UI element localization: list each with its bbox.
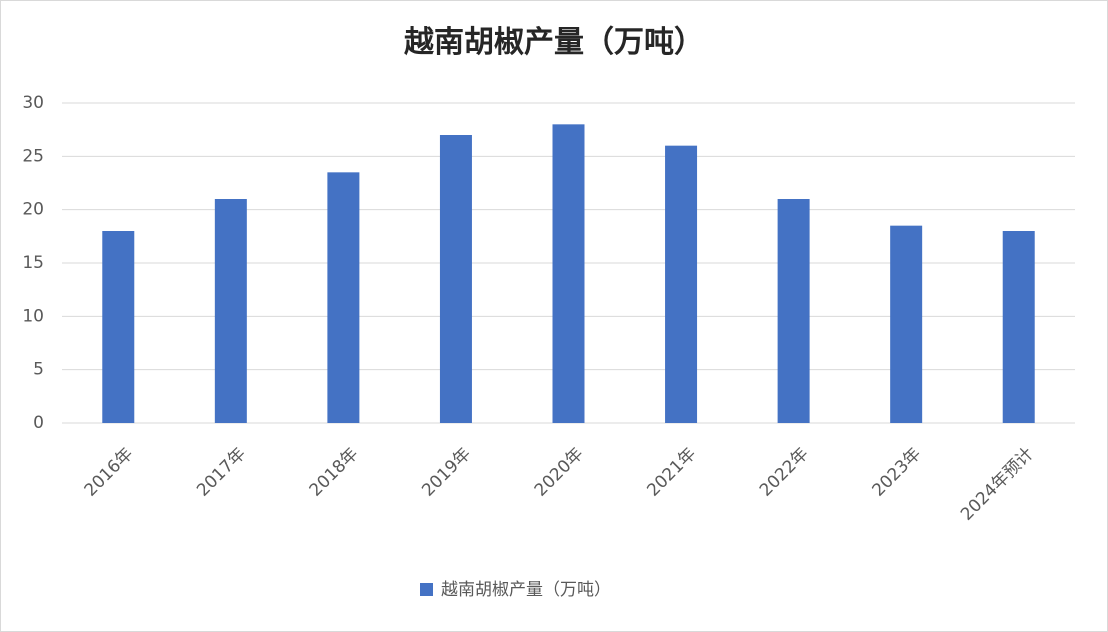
bar <box>777 199 810 423</box>
bar <box>552 124 585 423</box>
bar <box>439 135 472 423</box>
chart-title: 越南胡椒产量（万吨） <box>404 25 704 60</box>
bar <box>890 225 923 423</box>
y-tick-label: 20 <box>22 200 44 220</box>
legend-swatch <box>420 583 433 596</box>
y-tick-label: 25 <box>22 146 44 166</box>
y-tick-label: 10 <box>22 306 44 326</box>
bar <box>102 231 135 423</box>
bar <box>665 145 698 423</box>
y-tick-label: 15 <box>22 253 44 273</box>
y-tick-label: 0 <box>33 413 44 433</box>
bar <box>327 172 360 423</box>
bar <box>1002 231 1035 423</box>
y-tick-label: 5 <box>33 360 44 380</box>
y-tick-label: 30 <box>22 93 44 113</box>
legend-label: 越南胡椒产量（万吨） <box>441 580 611 600</box>
bar <box>214 199 247 423</box>
